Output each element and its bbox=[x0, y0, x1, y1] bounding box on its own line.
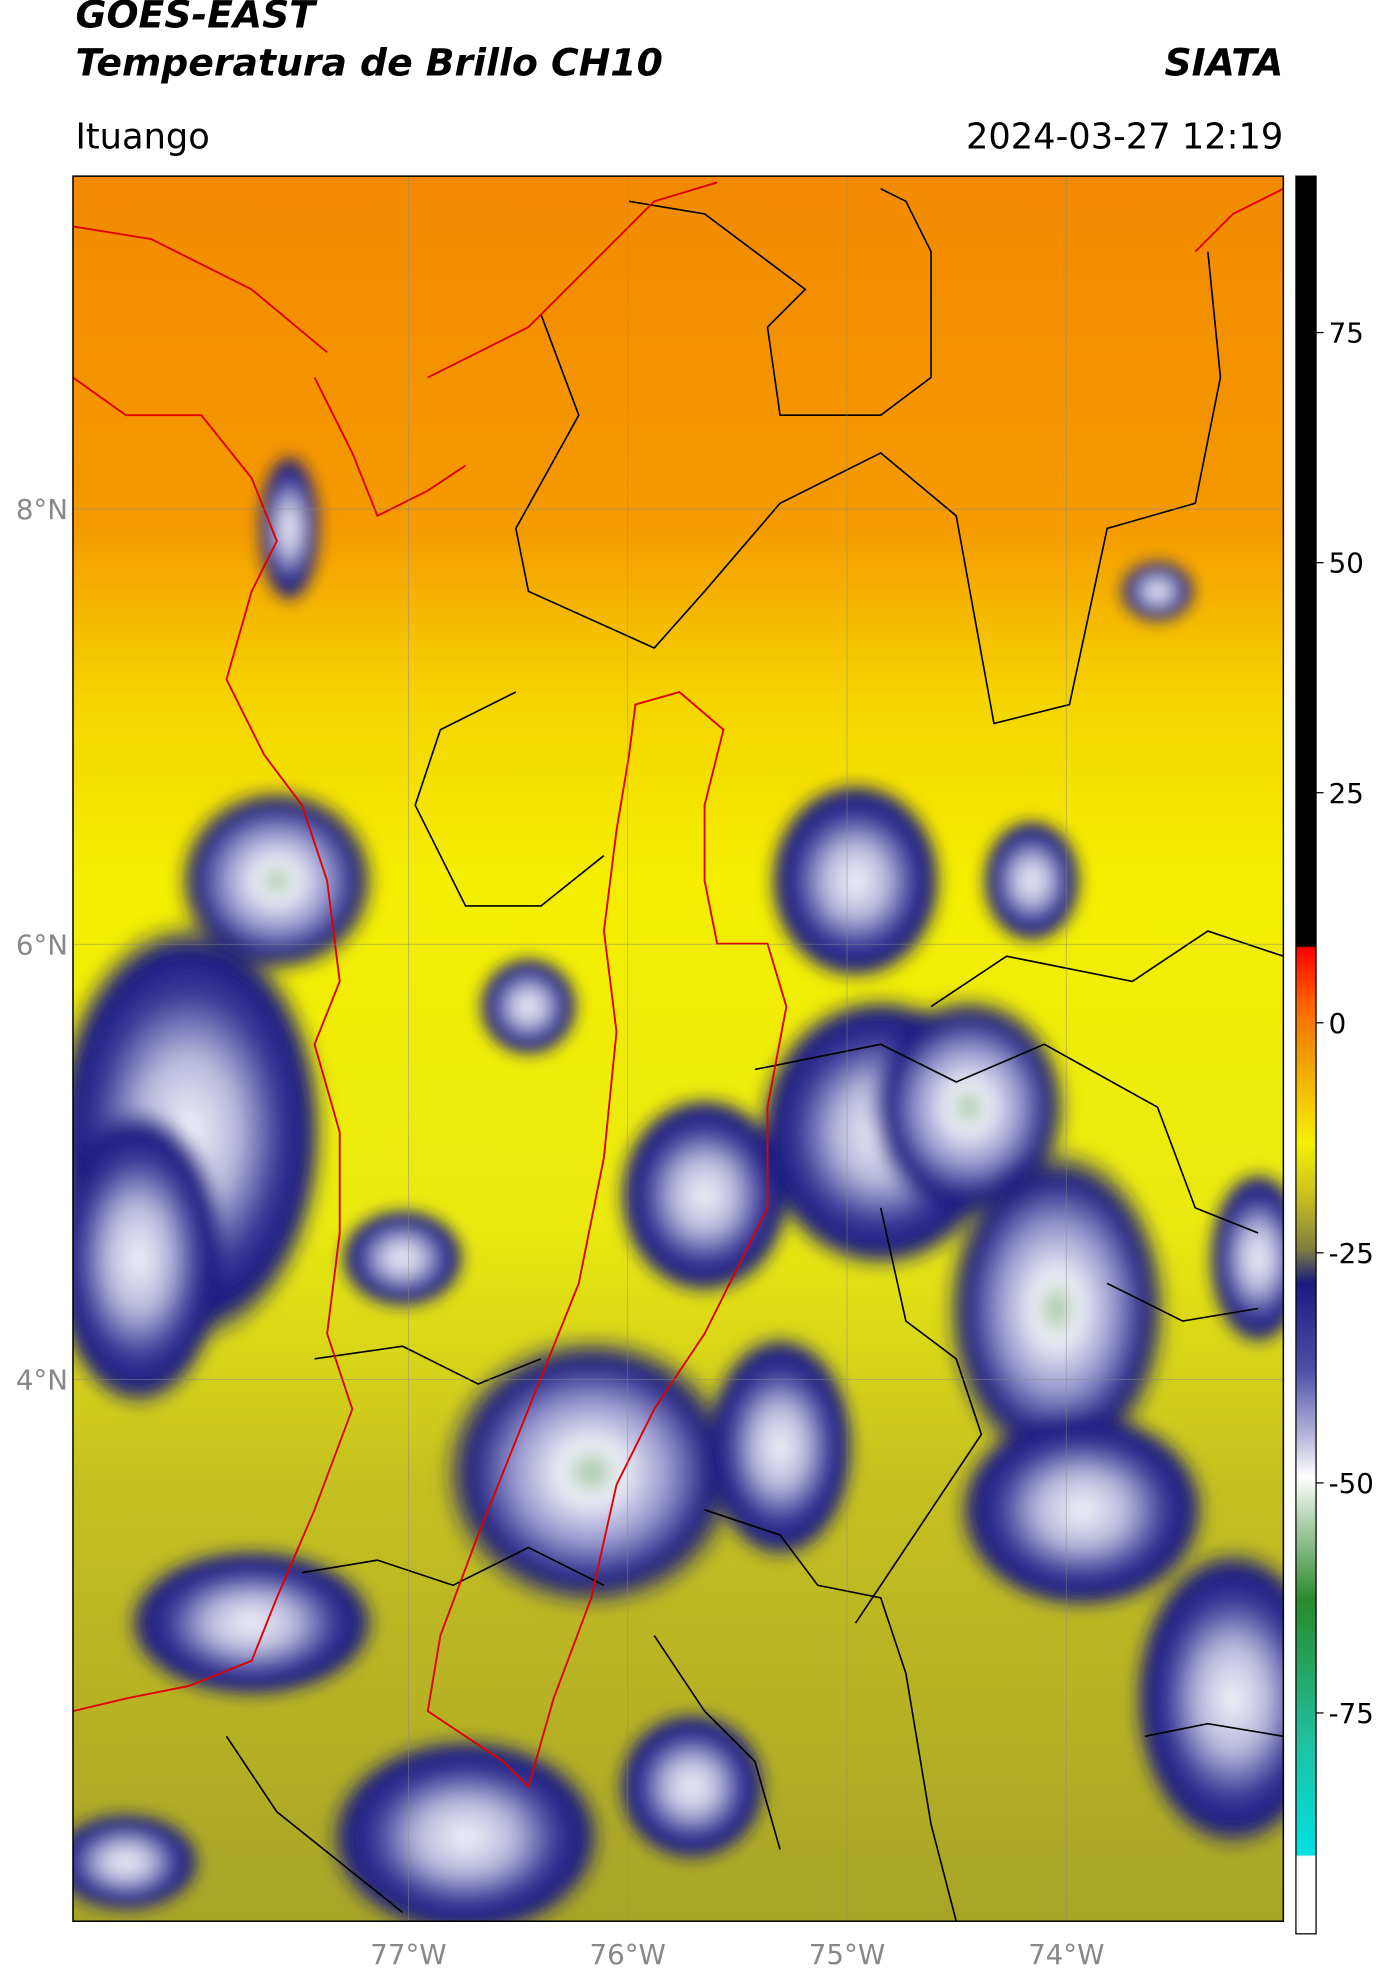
subtitle: Temperatura de Brillo CH10 bbox=[75, 40, 662, 84]
colorbar-tick-label: 25 bbox=[1329, 777, 1364, 810]
lat-tick-label: 8°N bbox=[16, 493, 68, 526]
colorbar-tick-label: 75 bbox=[1329, 317, 1364, 350]
colorbar-tick-label: 50 bbox=[1329, 547, 1364, 580]
lat-tick-label: 4°N bbox=[16, 1363, 68, 1396]
region: Ituango bbox=[75, 116, 209, 157]
lon-tick-label: 77°W bbox=[370, 1938, 446, 1971]
graticule bbox=[72, 176, 1284, 1922]
colorbar-tick-label: -50 bbox=[1329, 1467, 1374, 1500]
title: GOES-EAST bbox=[75, 0, 318, 37]
map-frame bbox=[72, 175, 1285, 1922]
lon-tick-label: 76°W bbox=[590, 1938, 666, 1971]
lon-tick-label: 74°W bbox=[1028, 1938, 1104, 1971]
colorbar bbox=[1295, 175, 1317, 1935]
lon-tick-label: 75°W bbox=[809, 1938, 885, 1971]
timestamp: 2024-03-27 12:19 bbox=[966, 116, 1283, 157]
colorbar-tick-label: -25 bbox=[1329, 1237, 1374, 1270]
satellite-image bbox=[72, 176, 1284, 1922]
brand: SIATA bbox=[1165, 40, 1284, 84]
colorbar-tick-label: -75 bbox=[1329, 1697, 1374, 1730]
lat-tick-label: 6°N bbox=[16, 928, 68, 961]
colorbar-tick-label: 0 bbox=[1329, 1007, 1347, 1040]
